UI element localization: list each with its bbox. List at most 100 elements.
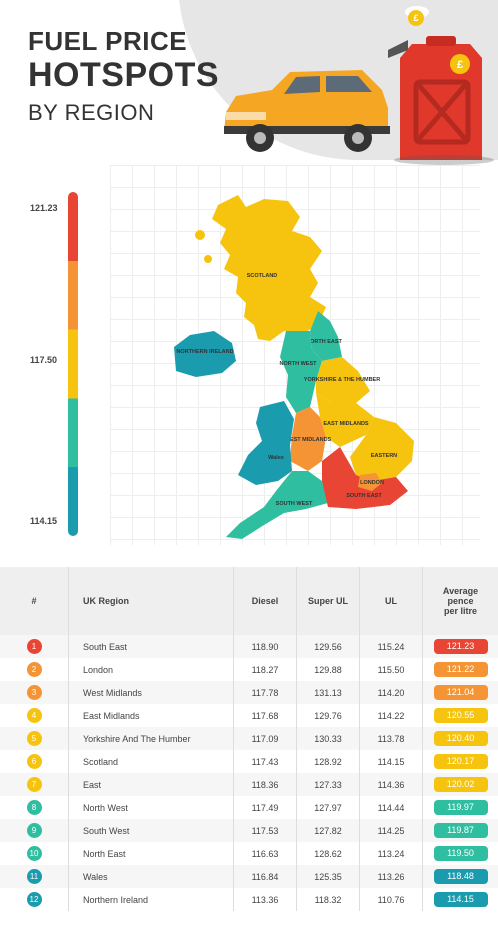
label-north-east: NORTH EAST (306, 339, 342, 345)
table-row: 2 London 118.27 129.88 115.50 121.22 (0, 658, 498, 681)
rank-badge: 4 (26, 708, 42, 723)
rank-cell: 10 (0, 842, 69, 865)
average-cell: 121.04 (423, 681, 498, 704)
region-cell: Scotland (68, 750, 234, 773)
legend-color-scale (68, 192, 78, 536)
island-west-2 (204, 255, 212, 263)
average-badge: 119.97 (433, 800, 488, 815)
legend-max-label: 121.23 (30, 203, 58, 213)
region-east-midlands (316, 393, 374, 447)
region-cell: North West (68, 796, 234, 819)
diesel-cell: 118.27 (233, 658, 297, 681)
diesel-cell: 117.78 (233, 681, 297, 704)
rank-cell: 3 (0, 681, 69, 704)
diesel-cell: 118.90 (233, 635, 297, 658)
super-ul-cell: 129.76 (296, 704, 360, 727)
average-badge: 121.22 (433, 662, 488, 677)
label-yorkshire: YORKSHIRE & THE HUMBER (304, 377, 380, 383)
car-icon (224, 70, 390, 152)
ul-cell: 113.26 (359, 865, 423, 888)
table-row: 12 Northern Ireland 113.36 118.32 110.76 114.… (0, 888, 498, 911)
super-ul-cell: 128.92 (296, 750, 360, 773)
rank-cell: 8 (0, 796, 69, 819)
average-badge: 119.50 (433, 846, 488, 861)
coin-pound-symbol: £ (413, 13, 418, 23)
table-row: 10 North East 116.63 128.62 113.24 119.50 (0, 842, 498, 865)
average-badge: 119.87 (433, 823, 488, 838)
diesel-cell: 117.53 (233, 819, 297, 842)
region-cell: East Midlands (68, 704, 234, 727)
diesel-cell: 113.36 (233, 888, 297, 911)
rank-badge: 11 (26, 869, 42, 884)
average-badge: 120.55 (433, 708, 488, 723)
ul-cell: 115.50 (359, 658, 423, 681)
rank-cell: 6 (0, 750, 69, 773)
table-body: 1 South East 118.90 129.56 115.24 121.23 2 Lond… (0, 635, 498, 911)
diesel-cell: 117.49 (233, 796, 297, 819)
rank-badge: 6 (26, 754, 42, 769)
fuel-can-icon: £ (388, 36, 494, 165)
super-ul-cell: 118.32 (296, 888, 360, 911)
average-badge: 118.48 (433, 869, 488, 884)
ul-cell: 114.25 (359, 819, 423, 842)
rank-badge: 3 (26, 685, 42, 700)
header-rank: # (0, 567, 69, 635)
table-row: 8 North West 117.49 127.97 114.44 119.97 (0, 796, 498, 819)
region-cell: East (68, 773, 234, 796)
average-badge: 114.15 (433, 892, 488, 907)
region-west-midlands (290, 407, 326, 471)
rank-badge: 2 (26, 662, 42, 677)
region-north-east (310, 311, 342, 361)
rank-badge: 1 (26, 639, 42, 654)
rank-cell: 9 (0, 819, 69, 842)
header-diesel: Diesel (233, 567, 297, 635)
region-yorkshire (316, 357, 370, 403)
rank-badge: 5 (26, 731, 42, 746)
diesel-cell: 117.09 (233, 727, 297, 750)
average-badge: 120.17 (433, 754, 488, 769)
ul-cell: 114.20 (359, 681, 423, 704)
fuel-price-table: # UK Region Diesel Super UL UL Average p… (0, 567, 498, 934)
ul-cell: 114.44 (359, 796, 423, 819)
label-north-west: NORTH WEST (280, 361, 318, 367)
title-line-2: HOTSPOTS (28, 56, 220, 94)
rank-cell: 4 (0, 704, 69, 727)
region-london (358, 473, 382, 491)
rank-badge: 12 (26, 892, 42, 907)
region-north-west (280, 331, 322, 413)
label-london: LONDON (360, 480, 384, 486)
table-row: 5 Yorkshire And The Humber 117.09 130.33 113… (0, 727, 498, 750)
diesel-cell: 116.84 (233, 865, 297, 888)
average-cell: 120.55 (423, 704, 498, 727)
rank-cell: 5 (0, 727, 69, 750)
average-cell: 114.15 (423, 888, 498, 911)
label-eastern: EASTERN (371, 453, 397, 459)
table-row: 7 East 118.36 127.33 114.36 120.02 (0, 773, 498, 796)
ul-cell: 114.22 (359, 704, 423, 727)
island-west (195, 230, 205, 240)
title-line-1: FUEL PRICE (28, 26, 188, 56)
label-northern-ireland: NORTHERN IRELAND (176, 349, 233, 355)
super-ul-cell: 131.13 (296, 681, 360, 704)
region-cell: Northern Ireland (68, 888, 234, 911)
table-row: 1 South East 118.90 129.56 115.24 121.23 (0, 635, 498, 658)
region-south-east (322, 447, 408, 509)
legend-min-label: 114.15 (30, 516, 58, 526)
average-cell: 121.23 (423, 635, 498, 658)
region-cell: South East (68, 635, 234, 658)
region-cell: South West (68, 819, 234, 842)
super-ul-cell: 127.33 (296, 773, 360, 796)
region-cell: Yorkshire And The Humber (68, 727, 234, 750)
diesel-cell: 117.68 (233, 704, 297, 727)
infographic-top: FUEL PRICE HOTSPOTS BY REGION £ (28, 0, 498, 545)
region-northern-ireland (174, 331, 236, 377)
super-ul-cell: 127.97 (296, 796, 360, 819)
region-cell: Wales (68, 865, 234, 888)
average-cell: 120.40 (423, 727, 498, 750)
diesel-cell: 116.63 (233, 842, 297, 865)
average-badge: 120.02 (433, 777, 488, 792)
label-wales: Wales (268, 455, 284, 461)
average-cell: 119.97 (423, 796, 498, 819)
average-badge: 121.23 (433, 639, 488, 654)
label-east-midlands: EAST MIDLANDS (323, 421, 369, 427)
